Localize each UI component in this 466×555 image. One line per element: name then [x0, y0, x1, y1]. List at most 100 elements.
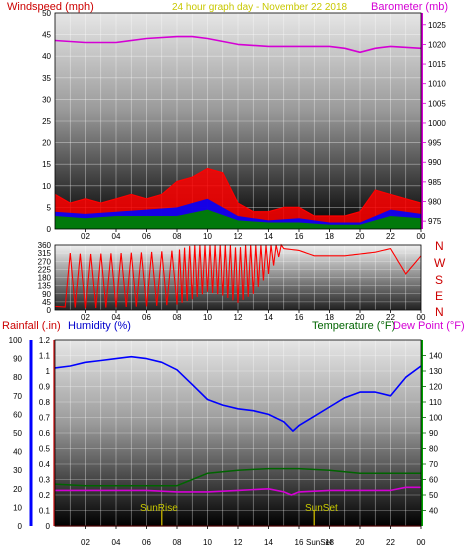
x-tick-label: 08	[173, 232, 182, 241]
x-tick-label: 20	[356, 538, 365, 547]
wind-tick-label: 45	[42, 31, 51, 40]
x-tick-label: 02	[81, 313, 90, 322]
rainfall-tick-label: 0.7	[39, 414, 51, 423]
humidity-line	[54, 355, 422, 432]
x-tick-label: 20	[356, 313, 365, 322]
sunset-label: SunSet	[305, 503, 338, 514]
baro-tick-label: 995	[428, 139, 442, 148]
humidity-tick-label: 0	[18, 522, 23, 531]
x-tick-label: 04	[112, 232, 121, 241]
temperature-tick-label: 140	[429, 352, 443, 361]
x-tick-label: 18	[325, 538, 334, 547]
dewpoint-axis-label: Dew Point (°F)	[393, 320, 465, 332]
humidity-tick-label: 10	[13, 503, 22, 512]
x-tick-label: 22	[386, 232, 395, 241]
wind-tick-label: 30	[42, 95, 51, 104]
wind-tick-label: 5	[47, 203, 52, 212]
baro-tick-label: 1015	[428, 60, 446, 69]
temperature-tick-label: 40	[429, 507, 438, 516]
baro-tick-label: 1025	[428, 21, 446, 30]
direction-tick-label: 45	[42, 298, 51, 307]
x-tick-label: 20	[356, 232, 365, 241]
x-tick-label: 08	[173, 538, 182, 547]
sunrise-label: SunRise	[140, 503, 178, 514]
wind-avg-area	[55, 209, 421, 229]
temperature-tick-label: 50	[429, 491, 438, 500]
x-tick-label: 04	[112, 538, 121, 547]
humidity-tick-label: 20	[13, 485, 22, 494]
humidity-tick-label: 90	[13, 355, 22, 364]
humidity-tick-label: 50	[13, 429, 22, 438]
rainfall-tick-label: 0	[46, 522, 51, 531]
windspeed-axis-label: Windspeed (mph)	[7, 1, 94, 13]
x-tick-label: 10	[203, 538, 212, 547]
graph-title: 24 hour graph day - November 22 2018	[172, 2, 348, 13]
wind-gust-line	[54, 167, 422, 217]
x-tick-label: 16	[295, 313, 304, 322]
rainfall-tick-label: 1.2	[39, 336, 51, 345]
temperature-tick-label: 60	[429, 476, 438, 485]
x-tick-label: 12	[234, 232, 243, 241]
x-tick-label: 16	[295, 232, 304, 241]
x-tick-label: 00	[417, 538, 426, 547]
rainfall-axis-label: Rainfall (.in)	[2, 320, 61, 332]
x-tick-label: 00	[417, 232, 426, 241]
rainfall-tick-label: 0.8	[39, 398, 51, 407]
rainfall-tick-label: 0.4	[39, 460, 51, 469]
baro-tick-label: 975	[428, 217, 442, 226]
humidity-tick-label: 30	[13, 466, 22, 475]
humidity-tick-label: 60	[13, 410, 22, 419]
wind-direction-line	[54, 243, 422, 309]
direction-tick-label: 0	[47, 306, 52, 315]
compass-south: S	[435, 273, 443, 287]
dewpoint-line	[55, 486, 421, 496]
x-tick-label: 16	[295, 538, 304, 547]
compass-north-bottom: N	[435, 305, 444, 319]
baro-tick-label: 985	[428, 178, 442, 187]
temperature-tick-label: 70	[429, 460, 438, 469]
direction-tick-label: 360	[38, 241, 52, 250]
rainfall-tick-label: 0.3	[39, 476, 51, 485]
axes-layer: 0510152025303540455097598098599099510001…	[9, 9, 447, 547]
compass-west: W	[434, 256, 446, 270]
humidity-tick-label: 40	[13, 448, 22, 457]
wind-tick-label: 25	[42, 117, 51, 126]
rainfall-tick-label: 0.6	[39, 429, 51, 438]
direction-tick-label: 135	[38, 282, 52, 291]
rainfall-tick-label: 0.1	[39, 507, 51, 516]
direction-tick-label: 225	[38, 265, 52, 274]
x-tick-label: 06	[142, 538, 151, 547]
rainfall-tick-label: 1	[46, 367, 51, 376]
direction-tick-label: 315	[38, 249, 52, 258]
x-tick-label: 10	[203, 232, 212, 241]
baro-tick-label: 1000	[428, 119, 446, 128]
humidity-axis-label: Humidity (%)	[68, 320, 131, 332]
x-tick-label: 02	[81, 538, 90, 547]
wind-tick-label: 15	[42, 160, 51, 169]
temperature-tick-label: 90	[429, 429, 438, 438]
sunset-axis-label: SunSet	[306, 538, 333, 547]
baro-tick-label: 1010	[428, 80, 446, 89]
x-tick-label: 22	[386, 313, 395, 322]
x-tick-label: 06	[142, 232, 151, 241]
humidity-tick-label: 100	[9, 336, 23, 345]
x-tick-label: 14	[264, 232, 273, 241]
x-tick-label: 10	[203, 313, 212, 322]
wind-tick-label: 40	[42, 52, 51, 61]
direction-tick-label: 270	[38, 257, 52, 266]
x-tick-label: 04	[112, 313, 121, 322]
compass-east: E	[435, 289, 443, 303]
x-tick-label: 06	[142, 313, 151, 322]
wind-tick-label: 20	[42, 139, 51, 148]
barometer-line	[54, 35, 422, 54]
temperature-tick-label: 80	[429, 445, 438, 454]
wind-tick-label: 50	[42, 9, 51, 18]
x-tick-label: 08	[173, 313, 182, 322]
humidity-tick-label: 70	[13, 392, 22, 401]
x-tick-label: 12	[234, 313, 243, 322]
compass-labels: N W S E N	[434, 239, 446, 319]
rainfall-tick-label: 0.9	[39, 383, 51, 392]
x-tick-label: 22	[386, 538, 395, 547]
